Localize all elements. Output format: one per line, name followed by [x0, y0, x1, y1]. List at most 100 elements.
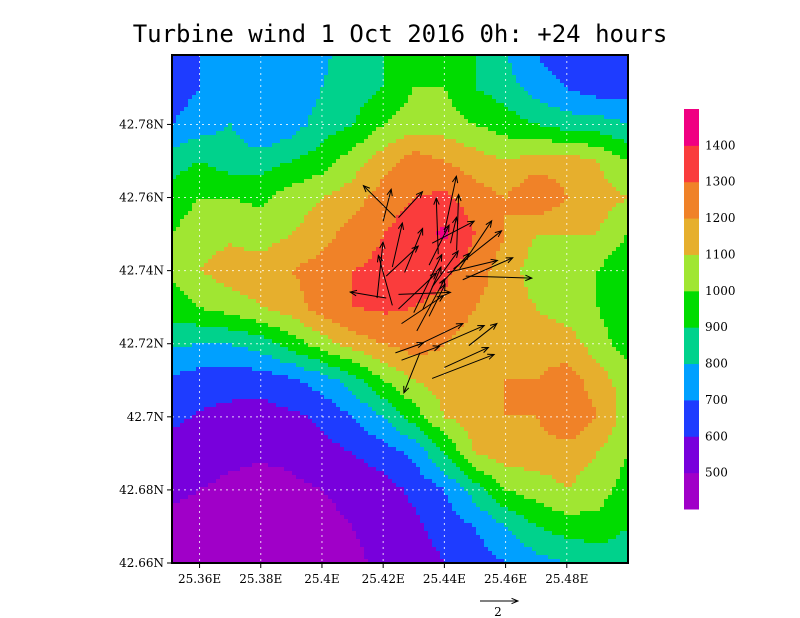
- field-cell: [604, 131, 609, 136]
- field-cell: [172, 111, 177, 116]
- field-cell: [304, 167, 309, 172]
- field-cell: [284, 83, 289, 88]
- field-cell: [608, 191, 613, 196]
- field-cell: [228, 79, 233, 84]
- field-cell: [256, 63, 261, 68]
- field-cell: [212, 139, 217, 144]
- field-cell: [364, 199, 369, 204]
- field-cell: [324, 55, 329, 60]
- field-cell: [264, 207, 269, 212]
- field-cell: [276, 163, 281, 168]
- field-cell: [276, 207, 281, 212]
- field-cell: [340, 195, 345, 200]
- field-cell: [588, 55, 593, 60]
- field-cell: [580, 99, 585, 104]
- field-cell: [352, 103, 357, 108]
- field-cell: [296, 187, 301, 192]
- field-cell: [544, 103, 549, 108]
- field-cell: [332, 215, 337, 220]
- field-cell: [376, 171, 381, 176]
- field-cell: [492, 83, 497, 88]
- field-cell: [216, 227, 221, 232]
- field-cell: [572, 151, 577, 156]
- field-cell: [268, 79, 273, 84]
- field-cell: [200, 167, 205, 172]
- field-cell: [516, 99, 521, 104]
- field-cell: [348, 67, 353, 72]
- field-cell: [572, 67, 577, 72]
- field-cell: [600, 215, 605, 220]
- field-cell: [604, 55, 609, 60]
- field-cell: [276, 63, 281, 68]
- field-cell: [624, 107, 628, 112]
- field-cell: [336, 131, 341, 136]
- field-cell: [380, 227, 385, 232]
- field-cell: [388, 55, 393, 60]
- field-cell: [516, 59, 521, 64]
- field-cell: [204, 95, 209, 100]
- field-cell: [500, 55, 505, 60]
- field-cell: [272, 159, 277, 164]
- field-cell: [360, 127, 365, 132]
- field-cell: [580, 147, 585, 152]
- field-cell: [288, 119, 293, 124]
- field-cell: [220, 99, 225, 104]
- field-cell: [588, 123, 593, 128]
- field-cell: [324, 95, 329, 100]
- field-cell: [496, 159, 501, 164]
- field-cell: [228, 183, 233, 188]
- field-cell: [532, 103, 537, 108]
- field-cell: [572, 143, 577, 148]
- field-cell: [328, 123, 333, 128]
- field-cell: [292, 107, 297, 112]
- field-cell: [252, 75, 257, 80]
- field-cell: [220, 151, 225, 156]
- field-cell: [348, 59, 353, 64]
- field-cell: [196, 71, 201, 76]
- field-cell: [188, 67, 193, 72]
- field-cell: [192, 203, 197, 208]
- field-cell: [204, 163, 209, 168]
- field-cell: [288, 75, 293, 80]
- field-cell: [504, 75, 509, 80]
- field-cell: [232, 111, 237, 116]
- field-cell: [416, 207, 421, 212]
- field-cell: [244, 171, 249, 176]
- field-cell: [432, 183, 437, 188]
- field-cell: [360, 155, 365, 160]
- field-cell: [188, 183, 193, 188]
- field-cell: [512, 67, 517, 72]
- field-cell: [180, 215, 185, 220]
- field-cell: [532, 71, 537, 76]
- field-cell: [192, 155, 197, 160]
- field-cell: [304, 59, 309, 64]
- field-cell: [480, 59, 485, 64]
- field-cell: [252, 135, 257, 140]
- field-cell: [416, 111, 421, 116]
- field-cell: [224, 99, 229, 104]
- field-cell: [364, 91, 369, 96]
- field-cell: [524, 91, 529, 96]
- field-cell: [228, 87, 233, 92]
- field-cell: [504, 99, 509, 104]
- field-cell: [528, 179, 533, 184]
- field-cell: [460, 227, 465, 232]
- field-cell: [188, 111, 193, 116]
- field-cell: [208, 135, 213, 140]
- field-cell: [324, 223, 329, 228]
- field-cell: [544, 123, 549, 128]
- field-cell: [528, 171, 533, 176]
- field-cell: [484, 139, 489, 144]
- field-cell: [468, 227, 473, 232]
- field-cell: [240, 115, 245, 120]
- field-cell: [396, 99, 401, 104]
- field-cell: [508, 179, 513, 184]
- field-cell: [524, 147, 529, 152]
- field-cell: [484, 107, 489, 112]
- field-cell: [360, 223, 365, 228]
- field-cell: [208, 103, 213, 108]
- field-cell: [372, 159, 377, 164]
- field-cell: [244, 191, 249, 196]
- field-cell: [320, 159, 325, 164]
- field-cell: [480, 171, 485, 176]
